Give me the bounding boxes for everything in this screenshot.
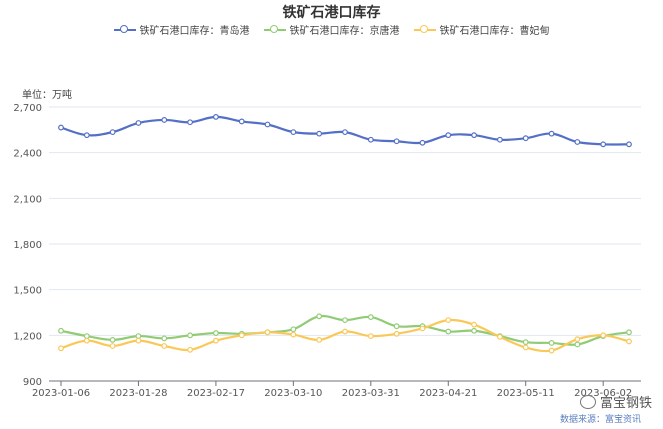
data-point xyxy=(419,139,426,146)
data-point xyxy=(548,130,555,137)
y-tick-label: 1,800 xyxy=(13,240,42,251)
x-tick-label: 2023-05-11 xyxy=(497,388,555,399)
data-point xyxy=(626,338,632,345)
x-tick-label: 2023-01-06 xyxy=(32,388,90,399)
data-point xyxy=(316,337,323,343)
data-point xyxy=(264,121,271,128)
data-point xyxy=(187,346,193,353)
data-point xyxy=(58,345,64,352)
data-point xyxy=(135,337,142,344)
y-tick-label: 2,100 xyxy=(13,194,42,205)
data-point xyxy=(290,326,297,333)
x-tick-label: 2023-01-28 xyxy=(109,388,167,399)
legend-item-qingdao[interactable]: 铁矿石港口库存：青岛港 xyxy=(113,22,250,37)
data-point xyxy=(548,347,555,354)
data-point xyxy=(161,335,168,342)
data-point xyxy=(58,124,64,131)
data-point xyxy=(109,129,116,136)
data-point xyxy=(497,333,503,340)
data-point xyxy=(135,333,142,339)
data-point xyxy=(471,327,477,334)
data-point xyxy=(238,332,245,339)
chart-legend: 铁矿石港口库存：青岛港 铁矿石港口库存：京唐港 铁矿石港口库存：曹妃甸 xyxy=(0,22,663,37)
legend-item-caofeidian[interactable]: 铁矿石港口库存：曹妃甸 xyxy=(413,22,550,37)
data-point xyxy=(187,332,193,339)
data-point xyxy=(135,120,142,126)
data-point xyxy=(161,343,168,349)
y-tick-label: 2,700 xyxy=(13,103,42,114)
data-point xyxy=(83,333,90,339)
x-tick-label: 2023-02-17 xyxy=(187,388,245,399)
wechat-icon xyxy=(580,394,596,409)
data-point xyxy=(522,135,529,142)
data-point xyxy=(445,328,452,335)
data-point xyxy=(367,136,374,143)
y-tick-label: 2,400 xyxy=(13,149,42,160)
legend-label-jingtang: 铁矿石港口库存：京唐港 xyxy=(289,26,400,37)
data-point xyxy=(342,328,348,335)
data-point xyxy=(187,119,193,126)
data-point xyxy=(574,336,581,343)
data-point xyxy=(574,139,581,145)
brand-watermark: 富宝钢铁 xyxy=(580,392,652,411)
data-point xyxy=(342,317,348,324)
data-point xyxy=(626,141,632,148)
data-point xyxy=(290,129,297,136)
unit-label: 单位：万吨 xyxy=(22,90,72,101)
data-point xyxy=(213,113,219,120)
data-point xyxy=(83,132,90,139)
data-point xyxy=(342,129,348,136)
legend-swatch-caofeidian xyxy=(413,24,436,35)
x-tick-label: 2023-06-02 xyxy=(574,388,632,399)
legend-item-jingtang[interactable]: 铁矿石港口库存：京唐港 xyxy=(263,22,400,37)
data-point xyxy=(213,330,219,336)
brand-name: 富宝钢铁 xyxy=(600,396,653,411)
data-point xyxy=(109,337,116,343)
data-point xyxy=(161,117,168,123)
data-point xyxy=(471,132,477,139)
data-point xyxy=(445,317,452,324)
data-point xyxy=(83,337,90,344)
data-point xyxy=(213,337,219,344)
legend-swatch-qingdao xyxy=(113,24,136,35)
data-point xyxy=(600,141,607,148)
data-point xyxy=(419,325,426,332)
data-point xyxy=(238,118,245,125)
data-point xyxy=(445,132,452,139)
data-point xyxy=(109,343,116,349)
y-tick-label: 900 xyxy=(23,377,42,388)
data-point xyxy=(522,339,529,346)
data-point xyxy=(600,332,607,339)
data-point xyxy=(316,313,323,320)
chart-title: 铁矿石港口库存 xyxy=(282,5,381,21)
data-point xyxy=(58,327,64,334)
data-point xyxy=(548,340,555,346)
data-point xyxy=(367,333,374,339)
data-point xyxy=(367,314,374,320)
data-source: 数据来源：富宝资讯 xyxy=(560,415,642,425)
data-point xyxy=(497,136,503,143)
y-tick-label: 1,200 xyxy=(13,331,42,342)
data-point xyxy=(393,323,400,330)
data-point xyxy=(316,130,323,137)
x-tick-label: 2023-04-21 xyxy=(419,388,477,399)
x-tick-label: 2023-03-31 xyxy=(342,388,400,399)
data-point xyxy=(264,329,271,336)
legend-swatch-jingtang xyxy=(263,24,286,35)
data-point xyxy=(393,138,400,145)
data-point xyxy=(471,321,477,328)
legend-label-caofeidian: 铁矿石港口库存：曹妃甸 xyxy=(439,26,550,37)
x-tick-label: 2023-03-10 xyxy=(264,388,322,399)
y-tick-label: 1,500 xyxy=(13,286,42,297)
data-point xyxy=(393,330,400,337)
legend-label-qingdao: 铁矿石港口库存：青岛港 xyxy=(139,26,250,37)
data-point xyxy=(522,344,529,351)
data-point xyxy=(626,329,632,336)
data-point xyxy=(574,341,581,348)
data-point xyxy=(290,331,297,338)
